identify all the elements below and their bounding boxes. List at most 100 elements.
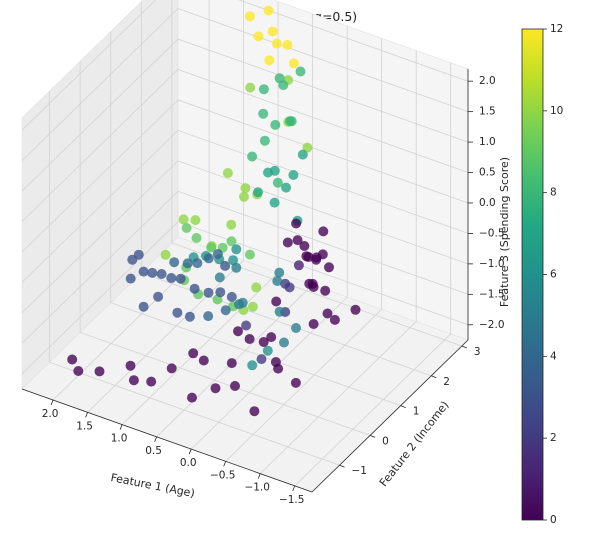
- gridline-z: [21, 221, 469, 375]
- data-point: [240, 183, 251, 194]
- data-point: [156, 269, 167, 279]
- data-point: [249, 406, 260, 417]
- gridline-y: [79, 61, 371, 436]
- gridline-z: [21, 8, 469, 161]
- y-axis-line: [311, 339, 469, 493]
- data-point: [190, 215, 201, 226]
- data-point: [264, 55, 275, 66]
- data-point: [73, 366, 84, 376]
- data-point: [138, 301, 149, 312]
- data-point: [350, 304, 361, 315]
- data-point: [274, 306, 285, 317]
- data-point: [258, 108, 269, 119]
- x-tick-mark: [119, 424, 123, 430]
- data-point: [269, 197, 280, 208]
- gridline-y: [171, 0, 463, 347]
- y-tick-label: −1: [352, 465, 367, 477]
- data-point: [282, 237, 293, 248]
- data-point: [94, 366, 105, 377]
- data-point: [178, 214, 189, 225]
- data-point: [251, 282, 262, 293]
- data-point: [258, 84, 269, 95]
- gridline-z: [21, 190, 469, 344]
- data-point: [215, 287, 226, 298]
- data-point: [166, 273, 177, 283]
- gridline-x: [225, 38, 383, 462]
- data-point: [230, 381, 240, 391]
- gridline-x: [294, 62, 452, 487]
- data-point: [192, 258, 203, 269]
- x-axis-line: [21, 388, 313, 493]
- data-point: [244, 334, 255, 344]
- data-point: [322, 308, 333, 319]
- x-tick-label: 1.5: [76, 420, 93, 432]
- x-tick-mark: [85, 412, 88, 418]
- z-tick-label: −1.0: [479, 258, 505, 270]
- data-point: [258, 337, 269, 347]
- x-tick-mark: [257, 473, 261, 479]
- data-point: [222, 168, 233, 178]
- data-point: [329, 314, 340, 325]
- y-tick-label: 1: [413, 406, 420, 418]
- z-tick-label: 0.5: [479, 167, 496, 179]
- data-point: [299, 241, 310, 251]
- data-point: [67, 354, 78, 365]
- x-tick-mark: [50, 399, 54, 406]
- colorbar-ticks: 0 2 4 6 8 10 12: [543, 23, 563, 526]
- data-point: [278, 80, 289, 91]
- data-point: [184, 311, 195, 322]
- data-point: [282, 39, 293, 50]
- data-point: [259, 135, 270, 146]
- data-point: [318, 226, 329, 237]
- x-tick-label: −1.0: [244, 482, 270, 494]
- data-point: [153, 291, 164, 302]
- data-point: [281, 182, 292, 193]
- colorbar-tick-label: 2: [550, 432, 557, 444]
- data-point: [317, 249, 328, 260]
- data-point: [206, 242, 217, 253]
- data-point: [290, 377, 301, 388]
- gridline-z: [21, 99, 469, 253]
- data-point: [226, 291, 237, 302]
- data-point: [297, 149, 308, 160]
- data-point: [189, 283, 200, 294]
- data-point: [146, 376, 157, 387]
- data-point: [147, 267, 158, 278]
- data-point: [166, 363, 177, 374]
- data-point: [284, 282, 295, 293]
- y-tick-label: 3: [474, 346, 481, 358]
- data-point: [311, 254, 322, 265]
- colorbar-tick-label: 6: [550, 269, 557, 281]
- data-point: [266, 332, 277, 343]
- y-tick-mark: [400, 405, 406, 408]
- z-tick-label: −2.0: [479, 319, 505, 331]
- data-point: [212, 249, 223, 259]
- colorbar: [521, 28, 544, 521]
- data-point: [308, 319, 319, 329]
- x-tick-label: −0.5: [210, 469, 236, 481]
- data-point: [220, 260, 231, 271]
- axis-lines: [21, 69, 469, 493]
- data-point: [231, 244, 242, 255]
- data-point: [172, 307, 183, 318]
- data-point: [247, 151, 258, 162]
- z-axis-label: Feature 3 (Spending Score): [498, 157, 511, 307]
- data-point: [263, 5, 274, 16]
- data-point: [291, 218, 302, 229]
- data-point: [239, 191, 249, 202]
- data-point: [127, 254, 138, 265]
- z-tick-label: 0.0: [479, 197, 496, 209]
- z-tick-label: 1.5: [479, 106, 496, 118]
- data-point: [226, 236, 237, 247]
- data-point: [125, 273, 136, 284]
- data-point: [271, 38, 282, 49]
- data-point: [320, 285, 331, 296]
- y-tick-label: 2: [443, 376, 450, 388]
- data-point: [256, 354, 267, 365]
- z-tick-label: 2.0: [479, 75, 496, 87]
- x-tick-label: 0.0: [180, 457, 197, 469]
- data-point: [175, 273, 186, 284]
- data-point: [228, 255, 239, 266]
- colorbar-tick-label: 8: [550, 187, 557, 199]
